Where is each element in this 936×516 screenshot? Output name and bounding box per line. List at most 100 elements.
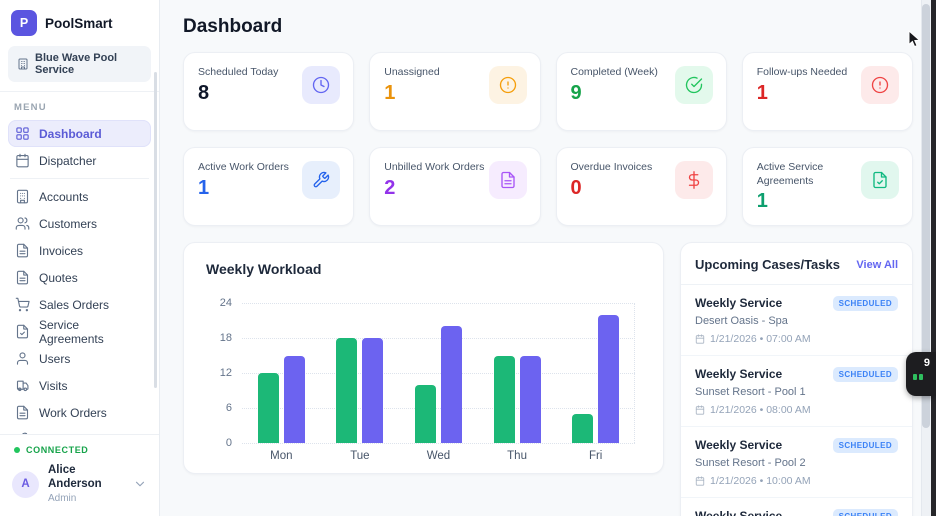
bar-series-purple-tue[interactable] xyxy=(362,338,384,443)
sidebar-item-label: Customers xyxy=(39,216,98,231)
sidebar-item-label: Quotes xyxy=(39,270,78,285)
bar-series-purple-wed[interactable] xyxy=(440,326,462,443)
sidebar-item-sales-orders[interactable]: Sales Orders xyxy=(8,291,151,318)
file-check-icon xyxy=(15,324,30,339)
stat-value: 1 xyxy=(384,81,396,104)
sidebar-item-invoices[interactable]: Invoices xyxy=(8,237,151,264)
bar-series-green-thu[interactable] xyxy=(493,355,515,443)
org-selector[interactable]: Blue Wave Pool Service xyxy=(8,46,151,82)
bar-series-purple-thu[interactable] xyxy=(519,355,541,443)
chart-y-tick: 0 xyxy=(225,437,232,449)
task-top-row: Weekly Service SCHEDULED xyxy=(695,367,898,382)
sidebar-item-dispatcher[interactable]: Dispatcher xyxy=(8,147,151,174)
user-role: Admin xyxy=(48,493,77,504)
task-list-item[interactable]: Weekly Service SCHEDULED Sunset Resort - P… xyxy=(681,427,912,498)
task-datetime: 1/21/2026 • 10:00 AM xyxy=(710,475,811,487)
sidebar-item-label: Equipment xyxy=(39,433,96,435)
users-icon xyxy=(15,216,30,231)
sidebar-item-dashboard[interactable]: Dashboard xyxy=(8,120,151,147)
task-datetime-row: 1/21/2026 • 08:00 AM xyxy=(695,404,898,416)
content-row: Weekly Workload 0 6 12 18 24 Mon Tue Wed Thu Fri… xyxy=(183,242,913,516)
bar-series-purple-mon[interactable] xyxy=(283,355,305,443)
task-list-item[interactable]: Weekly Service SCHEDULED Desert Oasis - Sp… xyxy=(681,285,912,356)
tasks-title: Upcoming Cases/Tasks xyxy=(695,257,840,272)
chart-y-tick: 18 xyxy=(219,332,232,344)
sidebar-item-label: Work Orders xyxy=(39,405,107,420)
chart-x-label: Tue xyxy=(350,450,370,462)
chart-gridline xyxy=(242,373,635,374)
chart-gridline xyxy=(242,303,635,304)
calendar-icon xyxy=(695,334,705,344)
sidebar-scrollbar-thumb[interactable] xyxy=(154,72,157,388)
sidebar-item-visits[interactable]: Visits xyxy=(8,372,151,399)
sidebar-item-service-agreements[interactable]: Service Agreements xyxy=(8,318,151,346)
chart-gridline xyxy=(242,408,635,409)
avatar: A xyxy=(12,470,39,498)
bar-series-green-fri[interactable] xyxy=(572,413,594,443)
stat-label: Active Work Orders xyxy=(198,161,289,173)
bar-series-purple-fri[interactable] xyxy=(598,314,620,443)
file-check-icon xyxy=(861,161,899,199)
user-menu[interactable]: A Alice Anderson Admin xyxy=(12,464,147,504)
sidebar-item-work-orders[interactable]: Work Orders xyxy=(8,399,151,426)
chart-x-labels: Mon Tue Wed Thu Fri xyxy=(242,450,635,462)
status-badge: SCHEDULED xyxy=(832,296,898,311)
stat-label: Active Service Agreements xyxy=(756,161,824,187)
dollar-icon xyxy=(674,161,713,199)
bar-series-green-tue[interactable] xyxy=(336,338,358,443)
bar-series-green-wed[interactable] xyxy=(414,384,436,443)
tasks-list: Weekly Service SCHEDULED Desert Oasis - Sp… xyxy=(681,285,912,516)
check-circle-icon xyxy=(674,66,713,104)
chart-y-tick: 12 xyxy=(219,367,232,379)
nav-divider xyxy=(10,178,149,179)
chart-x-label: Thu xyxy=(507,450,527,462)
sidebar-divider xyxy=(0,91,159,92)
task-list-item[interactable]: Weekly ServiceSCHEDULEDValley View - Eas… xyxy=(681,498,912,516)
stat-value: 0 xyxy=(570,176,582,199)
dashboard-icon xyxy=(15,126,30,141)
clock-icon xyxy=(302,66,341,104)
task-top-row: Weekly Service SCHEDULED xyxy=(695,438,898,453)
sidebar-item-quotes[interactable]: Quotes xyxy=(8,264,151,291)
file-text-icon xyxy=(15,405,30,420)
bar-chart-plot: 0 6 12 18 24 xyxy=(220,297,635,449)
stats-grid: Scheduled Today 8 Unassigned 1 Completed (We… xyxy=(183,52,913,226)
dev-tools-count: 9 xyxy=(923,357,930,369)
stat-card-unbilled-work-orders: Unbilled Work Orders 2 xyxy=(369,147,541,226)
sidebar-footer: CONNECTED A Alice Anderson Admin xyxy=(0,434,159,516)
chart-x-label: Wed xyxy=(426,450,451,462)
task-subtitle: Sunset Resort - Pool 2 xyxy=(695,457,806,469)
task-list-item[interactable]: Weekly Service SCHEDULED Sunset Resort - P… xyxy=(681,356,912,427)
tasks-header: Upcoming Cases/Tasks View All xyxy=(681,243,912,285)
dev-tools-widget[interactable]: 9 xyxy=(906,352,936,396)
chevron-down-icon xyxy=(133,477,147,491)
task-datetime-row: 1/21/2026 • 10:00 AM xyxy=(695,475,898,487)
chart-bars xyxy=(242,303,635,443)
bar-series-green-mon[interactable] xyxy=(257,373,279,443)
calendar-icon xyxy=(695,476,705,486)
sidebar-item-users[interactable]: Users xyxy=(8,345,151,372)
task-title: Weekly Service xyxy=(695,296,783,310)
sidebar-item-label: Users xyxy=(39,351,71,366)
chart-y-tick: 24 xyxy=(219,297,232,309)
page-scrollbar-thumb[interactable] xyxy=(922,4,930,428)
sidebar-item-label: Sales Orders xyxy=(39,297,110,312)
status-dot-icon xyxy=(14,447,20,454)
user-name: Alice Anderson xyxy=(48,464,102,491)
sidebar: P PoolSmart Blue Wave Pool Service MENU … xyxy=(0,0,160,516)
stat-value: 1 xyxy=(756,81,768,104)
stat-value: 1 xyxy=(756,190,768,213)
wrench-icon xyxy=(302,161,341,199)
sidebar-item-customers[interactable]: Customers xyxy=(8,210,151,237)
stat-label: Follow-ups Needed xyxy=(756,66,848,78)
file-text-icon xyxy=(488,161,527,199)
app-name: PoolSmart xyxy=(45,15,113,31)
sidebar-item-equipment[interactable]: Equipment xyxy=(8,426,151,435)
view-all-link[interactable]: View All xyxy=(856,258,898,271)
org-name: Blue Wave Pool Service xyxy=(35,52,118,76)
stat-label: Overdue Invoices xyxy=(570,161,653,173)
status-badge: SCHEDULED xyxy=(832,367,898,382)
sidebar-item-label: Dispatcher xyxy=(39,153,97,168)
sidebar-item-accounts[interactable]: Accounts xyxy=(8,183,151,210)
